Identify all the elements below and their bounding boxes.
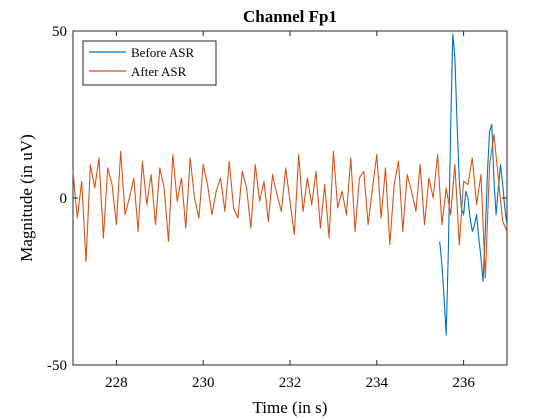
y-tick-label: 0: [60, 191, 68, 207]
series-line-before-asr: [439, 33, 508, 336]
x-tick-label: 230: [192, 375, 215, 391]
tick-layer: 228 230 232 234 236 -50 0 50: [47, 24, 507, 391]
legend: Before ASR After ASR: [82, 40, 217, 86]
x-tick-label: 232: [279, 375, 302, 391]
y-tick-label: 50: [52, 24, 67, 40]
x-tick-label: 228: [105, 375, 128, 391]
chart-title: Channel Fp1: [243, 7, 337, 26]
legend-label-before-asr: Before ASR: [131, 45, 195, 60]
legend-label-after-asr: After ASR: [131, 64, 187, 79]
y-axis-label: Magnitude (in uV): [17, 134, 36, 261]
series-line-after-asr: [72, 133, 508, 279]
legend-box: [82, 40, 217, 86]
x-axis-label: Time (in s): [253, 398, 328, 417]
y-tick-label: -50: [47, 358, 67, 374]
x-tick-label: 234: [366, 375, 389, 391]
x-tick-label: 236: [452, 375, 475, 391]
series-layer: [72, 33, 508, 336]
